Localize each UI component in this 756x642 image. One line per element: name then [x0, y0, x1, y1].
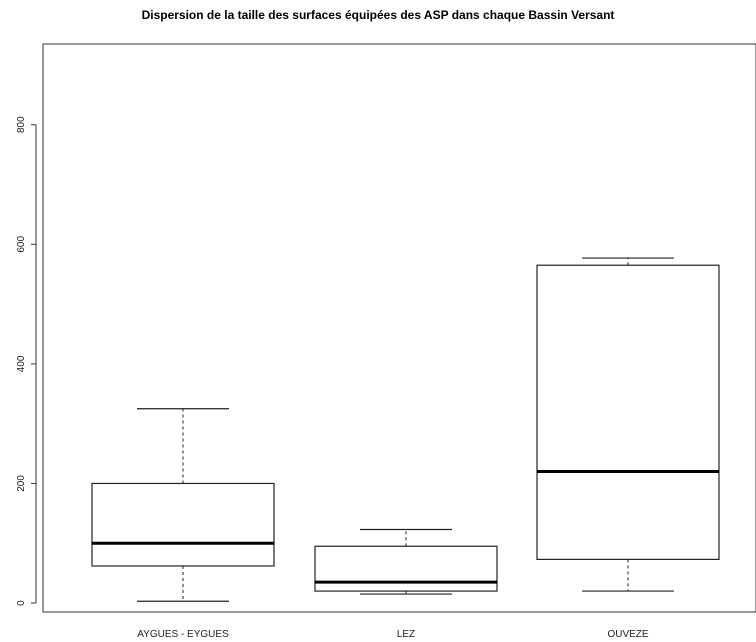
- x-axis-labels: AYGUES - EYGUES LEZ OUVEZE: [137, 629, 649, 640]
- y-tick-label: 400: [16, 355, 27, 372]
- boxes-layer: [91, 257, 720, 602]
- x-category-label: AYGUES - EYGUES: [137, 629, 229, 640]
- box-1: [91, 408, 275, 602]
- x-category-label: OUVEZE: [607, 629, 648, 640]
- box-3: [536, 257, 720, 592]
- y-tick-label: 800: [16, 116, 27, 133]
- iqr-box: [91, 482, 275, 567]
- y-tick-label: 600: [16, 236, 27, 253]
- box-2: [314, 528, 498, 595]
- x-category-label: LEZ: [397, 629, 415, 640]
- iqr-box: [314, 545, 498, 592]
- y-tick-label: 200: [16, 475, 27, 492]
- iqr-box: [536, 264, 720, 560]
- y-tick-label: 0: [16, 600, 27, 606]
- chart-title: Dispersion de la taille des surfaces équ…: [141, 8, 615, 22]
- plot-frame: [42, 43, 756, 613]
- y-axis: 0 200 400 600 800: [16, 116, 37, 606]
